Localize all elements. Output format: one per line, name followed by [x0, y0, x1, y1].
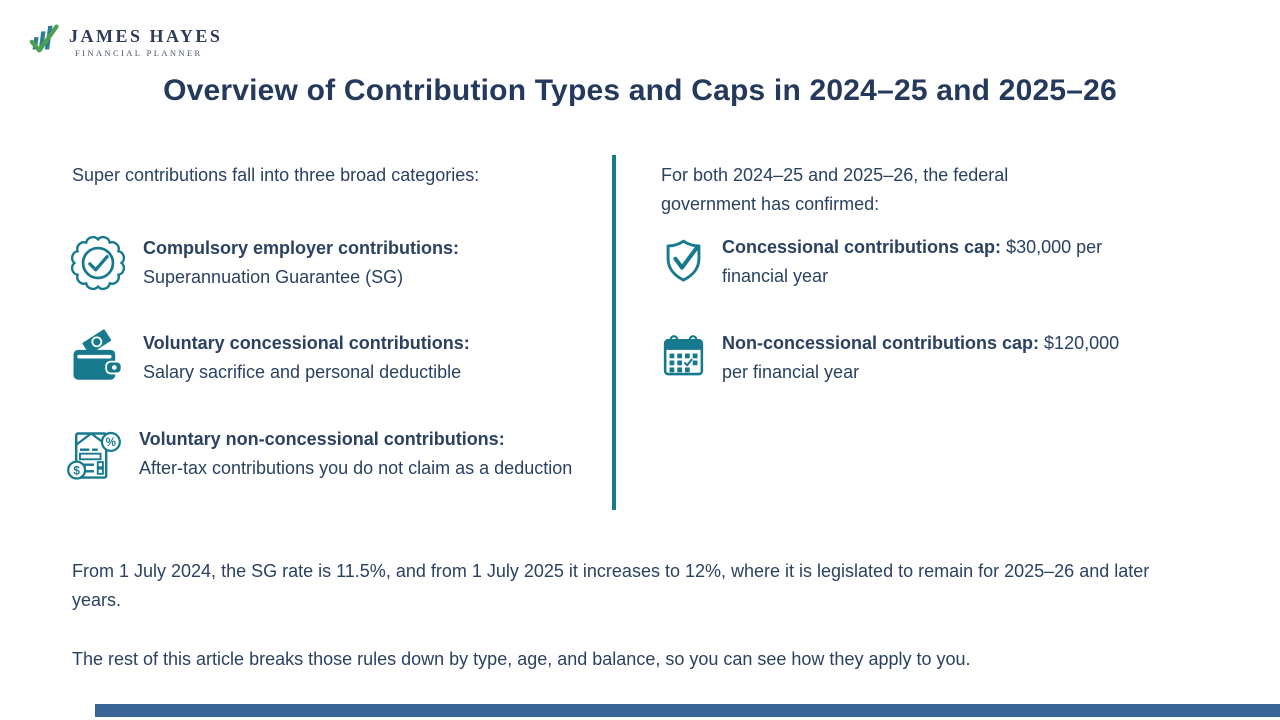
tax-document-icon: % $	[64, 425, 124, 487]
svg-text:%: %	[106, 436, 117, 449]
item-description: Superannuation Guarantee (SG)	[143, 267, 404, 287]
item-heading: Concessional contributions cap:	[722, 237, 1002, 257]
list-item-text: Concessional contributions cap: $30,000 …	[722, 233, 1147, 291]
growth-check-icon	[29, 24, 59, 53]
item-description: Salary sacrifice and personal deductible	[143, 362, 462, 382]
list-item-concessional-cap: Concessional contributions cap: $30,000 …	[660, 233, 1147, 291]
list-item-text: Voluntary non-concessional contributions…	[139, 425, 594, 487]
item-heading: Compulsory employer contributions:	[143, 238, 460, 258]
item-description: $30,000 per financial year	[722, 237, 1103, 286]
item-heading: Voluntary non-concessional contributions…	[139, 429, 505, 449]
list-item-text: Compulsory employer contributions: Super…	[143, 234, 598, 292]
list-item-voluntary-concessional: Voluntary concessional contributions: Sa…	[68, 329, 598, 387]
article-outline-paragraph: The rest of this article breaks those ru…	[72, 649, 971, 669]
sg-rate-paragraph: From 1 July 2024, the SG rate is 11.5%, …	[72, 561, 1150, 610]
item-description: After-tax contributions you do not claim…	[139, 458, 573, 478]
item-description: $120,000 per financial year	[722, 333, 1120, 382]
column-divider	[612, 155, 616, 510]
brand-name: JAMES HAYES	[69, 26, 223, 46]
right-column-intro: For both 2024–25 and 2025–26, the federa…	[661, 165, 1009, 214]
svg-text:$: $	[73, 464, 80, 477]
list-item-text: Voluntary concessional contributions: Sa…	[143, 329, 598, 387]
horizontal-scrollbar[interactable]	[95, 704, 1280, 717]
page-title: Overview of Contribution Types and Caps …	[163, 74, 1117, 107]
list-item-text: Non-concessional contributions cap: $120…	[722, 329, 1147, 387]
shield-check-icon	[660, 233, 707, 291]
list-item-compulsory-employer: Compulsory employer contributions: Super…	[68, 234, 598, 292]
calendar-check-icon	[660, 329, 707, 387]
brand-logo: JAMES HAYES FINANCIAL PLANNER	[28, 20, 222, 58]
item-heading: Voluntary concessional contributions:	[143, 333, 470, 353]
list-item-voluntary-non-concessional: % $ Voluntary non-concessional contribut…	[64, 425, 594, 487]
brand-tagline: FINANCIAL PLANNER	[75, 48, 203, 58]
item-heading: Non-concessional contributions cap:	[722, 333, 1040, 353]
left-column-intro: Super contributions fall into three broa…	[72, 165, 480, 185]
list-item-non-concessional-cap: Non-concessional contributions cap: $120…	[660, 329, 1147, 387]
wallet-icon	[68, 329, 128, 387]
brand-text: JAMES HAYES FINANCIAL PLANNER	[69, 20, 222, 58]
badge-check-icon	[68, 234, 128, 292]
